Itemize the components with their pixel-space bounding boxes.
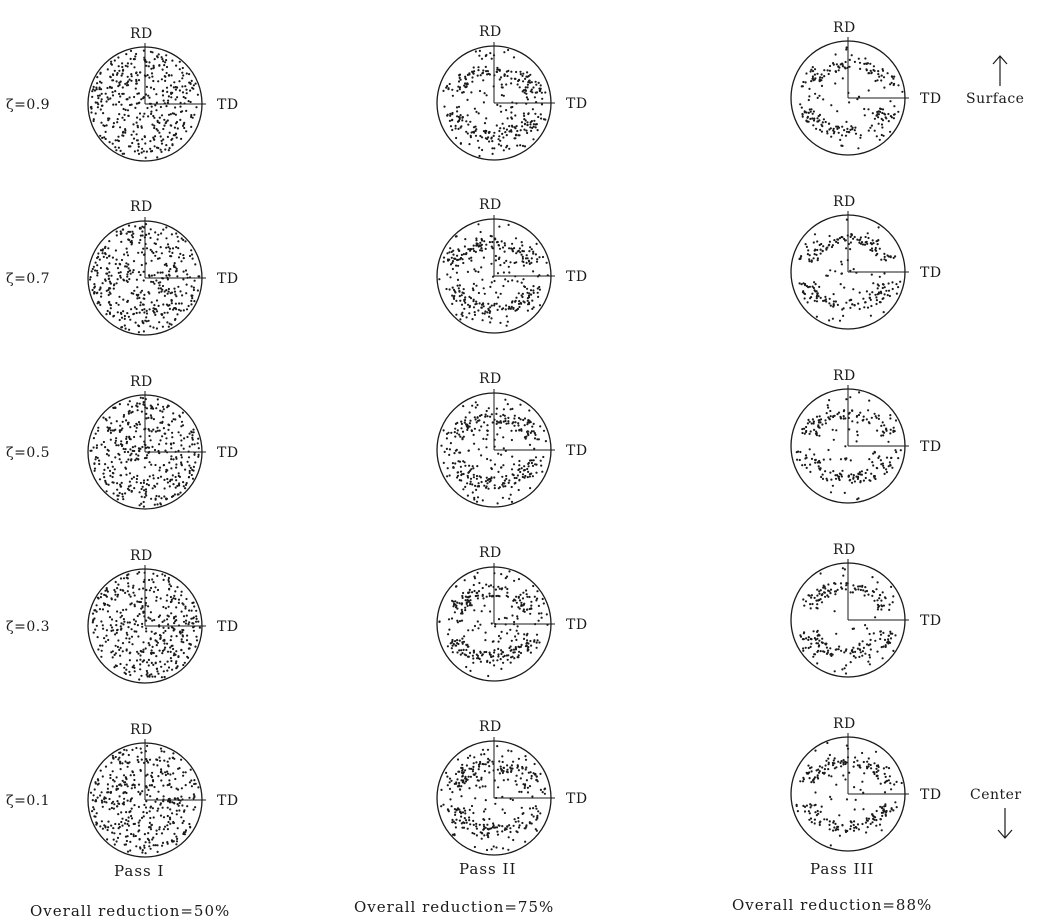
td-label: TD bbox=[566, 269, 588, 285]
rd-label: RD bbox=[130, 199, 153, 215]
pass-label: Pass I bbox=[114, 862, 165, 880]
pole-figure bbox=[87, 391, 206, 510]
zeta-label-4: ζ=0.1 bbox=[6, 793, 51, 809]
pole-figure bbox=[790, 37, 909, 156]
td-label: TD bbox=[217, 97, 239, 113]
td-label: TD bbox=[566, 791, 588, 807]
rd-label: RD bbox=[833, 542, 856, 558]
td-label: TD bbox=[920, 613, 942, 629]
rd-label: RD bbox=[479, 197, 502, 213]
down-arrow-icon bbox=[997, 808, 1013, 839]
td-label: TD bbox=[920, 787, 942, 803]
rd-label: RD bbox=[833, 20, 856, 36]
td-label: TD bbox=[217, 619, 239, 635]
rd-label: RD bbox=[833, 194, 856, 210]
pole-figure bbox=[87, 565, 206, 684]
td-label: TD bbox=[920, 439, 942, 455]
pole-figure bbox=[790, 385, 909, 504]
td-label: TD bbox=[920, 265, 942, 281]
surface-label: Surface bbox=[966, 91, 1025, 107]
rd-label: RD bbox=[479, 719, 502, 735]
rd-label: RD bbox=[130, 26, 153, 42]
rd-label: RD bbox=[833, 716, 856, 732]
zeta-label-1: ζ=0.7 bbox=[6, 271, 51, 287]
overall-reduction-label: Overall reduction=50% bbox=[30, 902, 231, 920]
pole-figure bbox=[790, 211, 909, 330]
pole-figure bbox=[87, 739, 206, 858]
overall-reduction-label: Overall reduction=75% bbox=[354, 898, 555, 916]
pole-figure bbox=[436, 389, 555, 508]
overall-reduction-label: Overall reduction=88% bbox=[732, 896, 933, 914]
td-label: TD bbox=[217, 271, 239, 287]
pole-figure bbox=[436, 563, 555, 682]
td-label: TD bbox=[566, 96, 588, 112]
center-label: Center bbox=[970, 787, 1022, 803]
zeta-label-3: ζ=0.3 bbox=[6, 619, 51, 635]
pole-figure bbox=[87, 217, 206, 336]
td-label: TD bbox=[920, 91, 942, 107]
pole-figure bbox=[436, 215, 555, 334]
pass-label: Pass III bbox=[810, 860, 875, 878]
rd-label: RD bbox=[130, 374, 153, 390]
td-label: TD bbox=[217, 445, 239, 461]
pole-figure bbox=[790, 733, 909, 852]
td-label: TD bbox=[566, 617, 588, 633]
zeta-label-0: ζ=0.9 bbox=[6, 97, 51, 113]
rd-label: RD bbox=[479, 545, 502, 561]
rd-label: RD bbox=[479, 24, 502, 40]
pole-figure bbox=[436, 737, 555, 856]
rd-label: RD bbox=[130, 722, 153, 738]
rd-label: RD bbox=[130, 548, 153, 564]
zeta-label-2: ζ=0.5 bbox=[6, 445, 51, 461]
pole-figure bbox=[87, 43, 206, 162]
td-label: TD bbox=[217, 793, 239, 809]
up-arrow-icon bbox=[992, 55, 1008, 86]
pole-figure bbox=[436, 42, 555, 161]
rd-label: RD bbox=[833, 368, 856, 384]
rd-label: RD bbox=[479, 371, 502, 387]
pass-label: Pass II bbox=[459, 860, 517, 878]
td-label: TD bbox=[566, 443, 588, 459]
pole-figure bbox=[790, 559, 909, 678]
